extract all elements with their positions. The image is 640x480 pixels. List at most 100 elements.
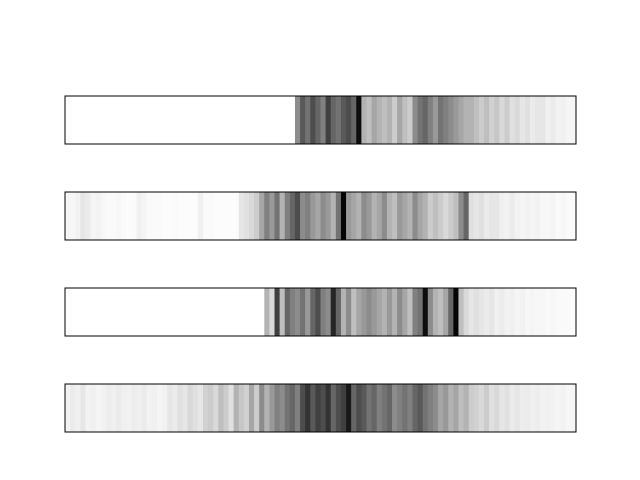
intensity-bin	[422, 384, 429, 432]
intensity-bin	[233, 96, 240, 144]
intensity-bin	[565, 288, 572, 336]
intensity-bin	[381, 384, 388, 432]
intensity-bin	[110, 384, 117, 432]
intensity-bin	[473, 192, 480, 240]
intensity-bin	[453, 288, 459, 336]
intensity-bin	[248, 288, 255, 336]
intensity-bin	[202, 96, 209, 144]
intensity-bin	[499, 384, 505, 432]
intensity-bin	[484, 96, 490, 144]
intensity-bin	[489, 96, 495, 144]
intensity-bin	[80, 192, 86, 240]
intensity-bin	[131, 384, 137, 432]
intensity-bin	[197, 96, 204, 144]
intensity-bin	[100, 96, 107, 144]
intensity-bin	[254, 384, 260, 432]
intensity-bin	[524, 384, 531, 432]
intensity-bin	[545, 96, 551, 144]
intensity-bin	[305, 288, 311, 336]
intensity-bin	[279, 288, 286, 336]
intensity-bin	[519, 96, 526, 144]
intensity-bin	[116, 288, 122, 336]
intensity-bin	[540, 384, 546, 432]
intensity-bin	[570, 192, 577, 240]
intensity-bin	[376, 288, 383, 336]
intensity-bin	[284, 96, 291, 144]
intensity-bin	[131, 192, 137, 240]
intensity-bin	[560, 192, 567, 240]
intensity-bin	[243, 384, 250, 432]
intensity-bin	[228, 96, 235, 144]
intensity-bin	[478, 96, 485, 144]
intensity-bin	[320, 288, 327, 336]
intensity-bin	[300, 192, 306, 240]
intensity-bin	[340, 192, 347, 240]
intensity-bin	[463, 192, 470, 240]
intensity-bin	[489, 384, 495, 432]
intensity-bin	[489, 288, 495, 336]
intensity-bin	[560, 96, 567, 144]
intensity-bin	[366, 96, 372, 144]
intensity-bin	[197, 384, 204, 432]
intensity-bin	[371, 384, 378, 432]
intensity-bin	[259, 192, 265, 240]
intensity-bin	[397, 384, 403, 432]
intensity-bin	[499, 192, 505, 240]
intensity-bin	[371, 192, 378, 240]
intensity-bin	[356, 96, 362, 144]
intensity-bin	[274, 96, 281, 144]
intensity-bin	[458, 96, 464, 144]
intensity-bin	[100, 192, 107, 240]
intensity-bin	[330, 192, 337, 240]
intensity-bin	[565, 192, 572, 240]
intensity-bin	[330, 384, 337, 432]
intensity-bin	[438, 192, 444, 240]
intensity-bin	[402, 192, 408, 240]
intensity-bin	[177, 288, 183, 336]
intensity-bin	[448, 192, 454, 240]
intensity-bin	[65, 288, 71, 336]
intensity-bin	[555, 288, 562, 336]
intensity-bin	[70, 384, 76, 432]
intensity-bin	[218, 384, 224, 432]
intensity-bin	[335, 384, 342, 432]
intensity-bin	[356, 384, 362, 432]
intensity-bin	[65, 96, 71, 144]
intensity-bin	[535, 288, 541, 336]
intensity-bin	[524, 192, 531, 240]
intensity-bin	[146, 288, 153, 336]
intensity-bin	[289, 96, 296, 144]
intensity-bin	[330, 96, 337, 144]
intensity-bin	[85, 384, 91, 432]
intensity-bin	[361, 96, 367, 144]
intensity-bin	[65, 192, 71, 240]
intensity-bin	[570, 96, 577, 144]
intensity-bin	[335, 288, 342, 336]
intensity-bin	[182, 192, 189, 240]
intensity-bin	[463, 96, 470, 144]
intensity-bin	[397, 96, 403, 144]
intensity-bin	[284, 192, 291, 240]
intensity-bin	[366, 384, 372, 432]
intensity-bin	[484, 192, 490, 240]
intensity-bin	[146, 192, 153, 240]
intensity-bin	[208, 288, 214, 336]
intensity-panel-2	[64, 191, 577, 241]
intensity-bin	[269, 384, 275, 432]
intensity-bin	[432, 384, 439, 432]
intensity-bin	[443, 96, 449, 144]
intensity-bin	[146, 96, 153, 144]
intensity-bin	[264, 96, 270, 144]
intensity-bin	[213, 384, 219, 432]
intensity-bin	[100, 288, 107, 336]
intensity-bin	[381, 96, 388, 144]
intensity-bin	[202, 192, 209, 240]
intensity-bin	[238, 192, 245, 240]
intensity-bin	[545, 384, 551, 432]
intensity-bin	[90, 384, 97, 432]
intensity-bin	[264, 288, 270, 336]
intensity-bin	[126, 288, 132, 336]
intensity-bin	[172, 96, 178, 144]
intensity-bin	[177, 96, 183, 144]
intensity-bin	[468, 288, 475, 336]
